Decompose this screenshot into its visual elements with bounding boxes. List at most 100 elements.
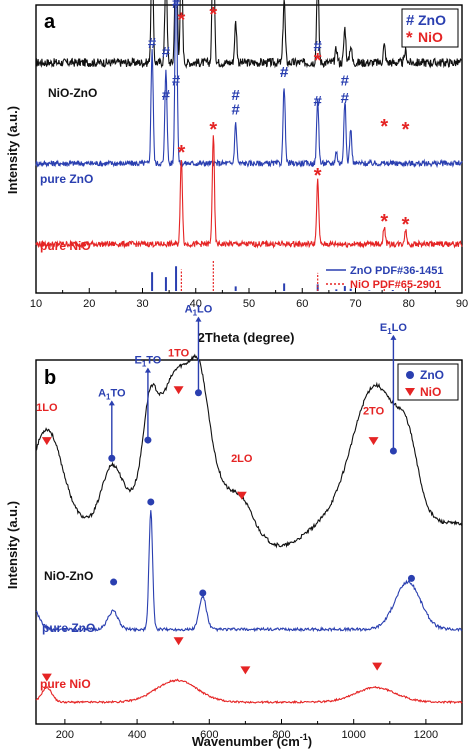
- zno-peak-marker: #: [162, 44, 171, 61]
- zno-band-marker: [194, 389, 202, 397]
- panel-b-annotations: 1LO A1TO E1TO A1LO 1TO 2LO 2TO E1LO: [36, 304, 407, 465]
- band-annotation: 1LO: [36, 402, 58, 414]
- zno-peak-marker: #: [232, 101, 241, 118]
- zno-peak-marker: #: [280, 64, 289, 81]
- x-tick-label: 60: [296, 298, 308, 310]
- zno-peak-marker: #: [232, 87, 241, 104]
- zno-peak-marker: #: [148, 35, 157, 52]
- panel-a-series-group: [35, 0, 463, 249]
- zno-band-marker: [108, 454, 116, 462]
- nio-band-marker: [368, 437, 379, 446]
- nio-peak-marker: *: [380, 211, 388, 233]
- panel-b-series-group: [35, 353, 463, 705]
- band-annotation: 1TO: [168, 347, 190, 359]
- legend-b-nio: NiO: [420, 385, 441, 399]
- x-tick-label: 1200: [414, 729, 438, 741]
- raman-line-pure-nio: [35, 678, 463, 705]
- x-tick-label: 30: [136, 298, 148, 310]
- nio-band-marker: [240, 666, 251, 675]
- nio-peak-marker: *: [177, 142, 185, 164]
- panel-b-x-axis-label: Wavenumber (cm-1): [192, 732, 312, 749]
- legend-nio-label: NiO: [418, 29, 443, 45]
- panel-b: b 1LO A1TO E1TO A1LO 1TO 2LO 2TO E1LO 200 400 600…: [5, 304, 463, 749]
- band-annotation: 2TO: [363, 406, 385, 418]
- panel-b-x-ticks: 200 400 600 800 1000 1200: [56, 719, 438, 741]
- panel-a-label: a: [44, 11, 56, 33]
- nio-band-marker: [173, 386, 184, 395]
- panel-a-x-ticks: 10 20 30 40 50 60 70 80 90: [30, 288, 468, 310]
- legend-b-zno: ZnO: [420, 368, 444, 382]
- panel-b-legend: ZnO NiO: [397, 363, 459, 401]
- ref-legend-zno: ZnO PDF#36-1451: [350, 265, 444, 277]
- series-label-pure-zno-b: pure ZnO: [42, 621, 95, 635]
- zno-peak-marker: #: [172, 73, 181, 90]
- panel-a-reference-sticks: [151, 259, 407, 291]
- band-annotation: A1TO: [98, 387, 126, 401]
- panel-a-y-axis-label: Intensity (a.u.): [5, 106, 20, 194]
- zno-peak-marker: #: [162, 87, 171, 104]
- series-label-nio-zno: NiO-ZnO: [48, 86, 97, 100]
- nio-peak-marker: *: [209, 4, 217, 26]
- zno-band-marker: [144, 436, 152, 444]
- annotation-arrowhead: [144, 367, 151, 373]
- band-annotation: A1LO: [185, 304, 213, 318]
- panel-a-legend: # ZnO * NiO: [401, 8, 459, 48]
- x-tick-label: 200: [56, 729, 74, 741]
- ref-legend-nio: NiO PDF#65-2901: [350, 279, 441, 291]
- nio-band-marker: [236, 491, 247, 500]
- band-annotation: 2LO: [231, 453, 253, 465]
- x-tick-label: 1000: [341, 729, 365, 741]
- raman-line-nio-zno: [35, 353, 463, 549]
- nio-band-marker: [173, 637, 184, 646]
- legend-zno-label: ZnO: [418, 12, 446, 28]
- nio-peak-marker: *: [209, 119, 217, 141]
- x-tick-label: 80: [403, 298, 415, 310]
- zno-peak-marker: #: [341, 73, 350, 90]
- panel-a: a #############* *** ***** * 10 20 30 40 50 60 70…: [5, 0, 468, 345]
- xrd-line-pure-nio: [35, 135, 463, 249]
- nio-band-marker: [372, 662, 383, 671]
- nio-band-marker: [41, 673, 52, 682]
- x-tick-label: 70: [349, 298, 361, 310]
- x-tick-label: 20: [83, 298, 95, 310]
- series-label-pure-nio: pure NiO: [40, 239, 91, 253]
- x-tick-label: 800: [272, 729, 290, 741]
- nio-peak-marker: *: [402, 214, 410, 236]
- panel-a-peak-markers: #############* *** ***** *: [148, 0, 410, 236]
- nio-peak-marker: *: [380, 116, 388, 138]
- zno-peak-marker: #: [172, 0, 181, 12]
- panel-a-frame: [35, 4, 463, 294]
- series-label-pure-zno: pure ZnO: [40, 172, 93, 186]
- nio-peak-marker: *: [177, 10, 185, 32]
- series-label-nio-zno-b: NiO-ZnO: [44, 569, 93, 583]
- x-tick-label: 400: [128, 729, 146, 741]
- panel-a-x-axis-label: 2Theta (degree): [198, 330, 295, 345]
- panel-b-frame: [35, 359, 463, 725]
- zno-band-marker: [110, 578, 118, 586]
- zno-band-marker: [147, 498, 155, 506]
- annotation-arrowhead: [108, 400, 115, 406]
- nio-peak-marker: *: [402, 119, 410, 141]
- annotation-arrowhead: [390, 334, 397, 340]
- band-annotation: E1LO: [380, 322, 408, 336]
- panel-a-reference-legend: ZnO PDF#36-1451 NiO PDF#65-2901: [326, 265, 444, 291]
- zno-peak-marker: #: [314, 93, 323, 110]
- series-label-pure-nio-b: pure NiO: [40, 677, 91, 691]
- x-tick-label: 90: [456, 298, 468, 310]
- x-tick-label: 10: [30, 298, 42, 310]
- zno-band-marker: [407, 574, 415, 582]
- band-annotation: E1TO: [134, 355, 161, 369]
- zno-band-marker: [199, 589, 207, 597]
- x-tick-label: 40: [190, 298, 202, 310]
- panel-b-y-axis-label: Intensity (a.u.): [5, 501, 20, 589]
- panel-b-peak-markers: [41, 386, 415, 682]
- x-tick-label: 600: [200, 729, 218, 741]
- x-tick-label: 50: [243, 298, 255, 310]
- xrd-line-pure-zno: [35, 0, 463, 169]
- legend-nio-symbol: *: [406, 28, 413, 47]
- annotation-arrowhead: [195, 316, 202, 322]
- legend-zno-symbol: #: [406, 12, 415, 29]
- nio-band-marker: [41, 437, 52, 446]
- zno-band-marker: [389, 447, 397, 455]
